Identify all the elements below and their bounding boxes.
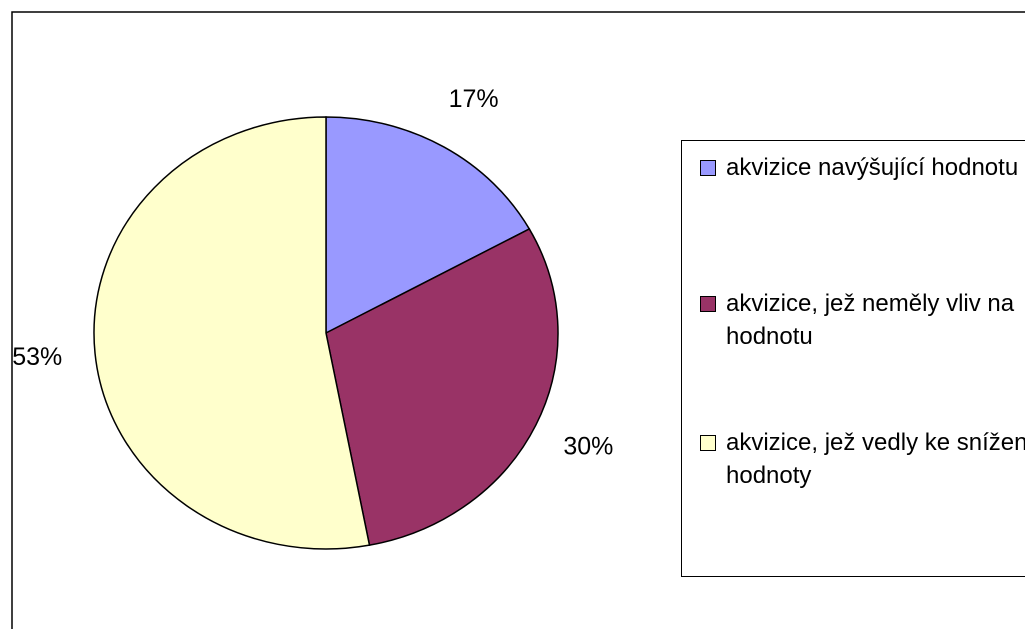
pie-slice: [325, 227, 559, 547]
legend-label: akvizice, jež vedly ke snížení hodnoty: [726, 429, 1025, 489]
legend: akvizice navýšující hodnotu akvizice, jež…: [681, 140, 1025, 577]
pie-slice: [93, 116, 371, 550]
legend-swatch: [700, 160, 716, 176]
legend-label: akvizice navýšující hodnotu: [726, 154, 1019, 181]
legend-item: akvizice navýšující hodnotu: [700, 151, 1025, 184]
pie-slice: [325, 116, 531, 335]
legend-swatch: [700, 296, 716, 312]
data-label: 53%: [12, 343, 62, 371]
legend-label: akvizice, jež neměly vliv na hodnotu: [726, 290, 1015, 350]
data-label: 30%: [563, 433, 613, 461]
legend-item: akvizice, jež vedly ke snížení hodnoty: [700, 426, 1025, 492]
data-label: 17%: [449, 85, 499, 113]
legend-swatch: [700, 435, 716, 451]
legend-item: akvizice, jež neměly vliv na hodnotu: [700, 287, 1025, 353]
